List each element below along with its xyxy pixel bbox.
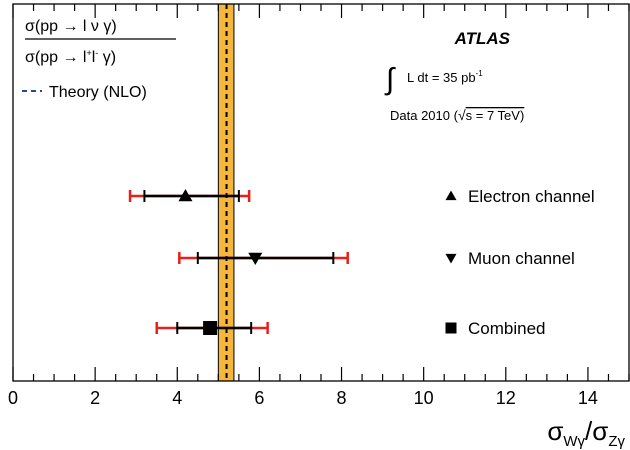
ratio-numerator: σ(pp → l ν γ) xyxy=(25,18,117,35)
data-points xyxy=(128,189,349,335)
legend-marker-icon xyxy=(445,322,457,334)
legend-label: Electron channel xyxy=(468,187,595,206)
data-point-group xyxy=(128,189,251,202)
x-axis-tick-labels: 0 2 4 6 8 10 12 14 xyxy=(8,388,598,408)
x-tick-label: 12 xyxy=(496,388,516,408)
channel-legend: Electron channel Muon channel Combined xyxy=(445,187,595,338)
x-tick-label: 14 xyxy=(578,388,598,408)
legend-label: Muon channel xyxy=(468,249,575,268)
legend-marker-icon xyxy=(445,253,457,264)
x-tick-label: 4 xyxy=(172,388,182,408)
x-tick-label: 0 xyxy=(8,388,18,408)
x-tick-label: 2 xyxy=(90,388,100,408)
theory-legend: Theory (NLO) xyxy=(22,84,147,101)
x-axis-ticks xyxy=(12,4,630,381)
data-point-group xyxy=(178,252,349,265)
x-tick-label: 6 xyxy=(254,388,264,408)
legend-entry: Muon channel xyxy=(445,249,575,268)
theory-legend-label: Theory (NLO) xyxy=(49,84,147,101)
x-tick-label: 10 xyxy=(414,388,434,408)
ratio-denominator: σ(pp → l+l- γ) xyxy=(25,48,116,66)
legend-entry: Combined xyxy=(445,319,546,338)
legend-label: Combined xyxy=(468,319,546,338)
luminosity-text: L dt = 35 pb-1 xyxy=(407,69,483,85)
x-tick-label: 8 xyxy=(337,388,347,408)
integral-sign: ∫ xyxy=(384,63,396,96)
legend-marker-icon xyxy=(445,190,457,201)
experiment-label: ATLAS xyxy=(454,29,511,48)
data-label: Data 2010 (√s = 7 TeV) xyxy=(390,107,524,123)
x-axis-label: σWγ/σZγ xyxy=(547,416,625,450)
data-point-group xyxy=(155,321,269,335)
legend-entry: Electron channel xyxy=(445,187,595,206)
data-point-marker xyxy=(178,189,193,202)
data-year-text: Data 2010 (√s = 7 TeV) xyxy=(390,107,524,123)
ratio-label: σ(pp → l ν γ) σ(pp → l+l- γ) xyxy=(25,18,176,66)
data-point-marker xyxy=(248,252,263,265)
data-point-marker xyxy=(203,321,218,335)
luminosity-label: ∫ L dt = 35 pb-1 xyxy=(384,63,483,96)
